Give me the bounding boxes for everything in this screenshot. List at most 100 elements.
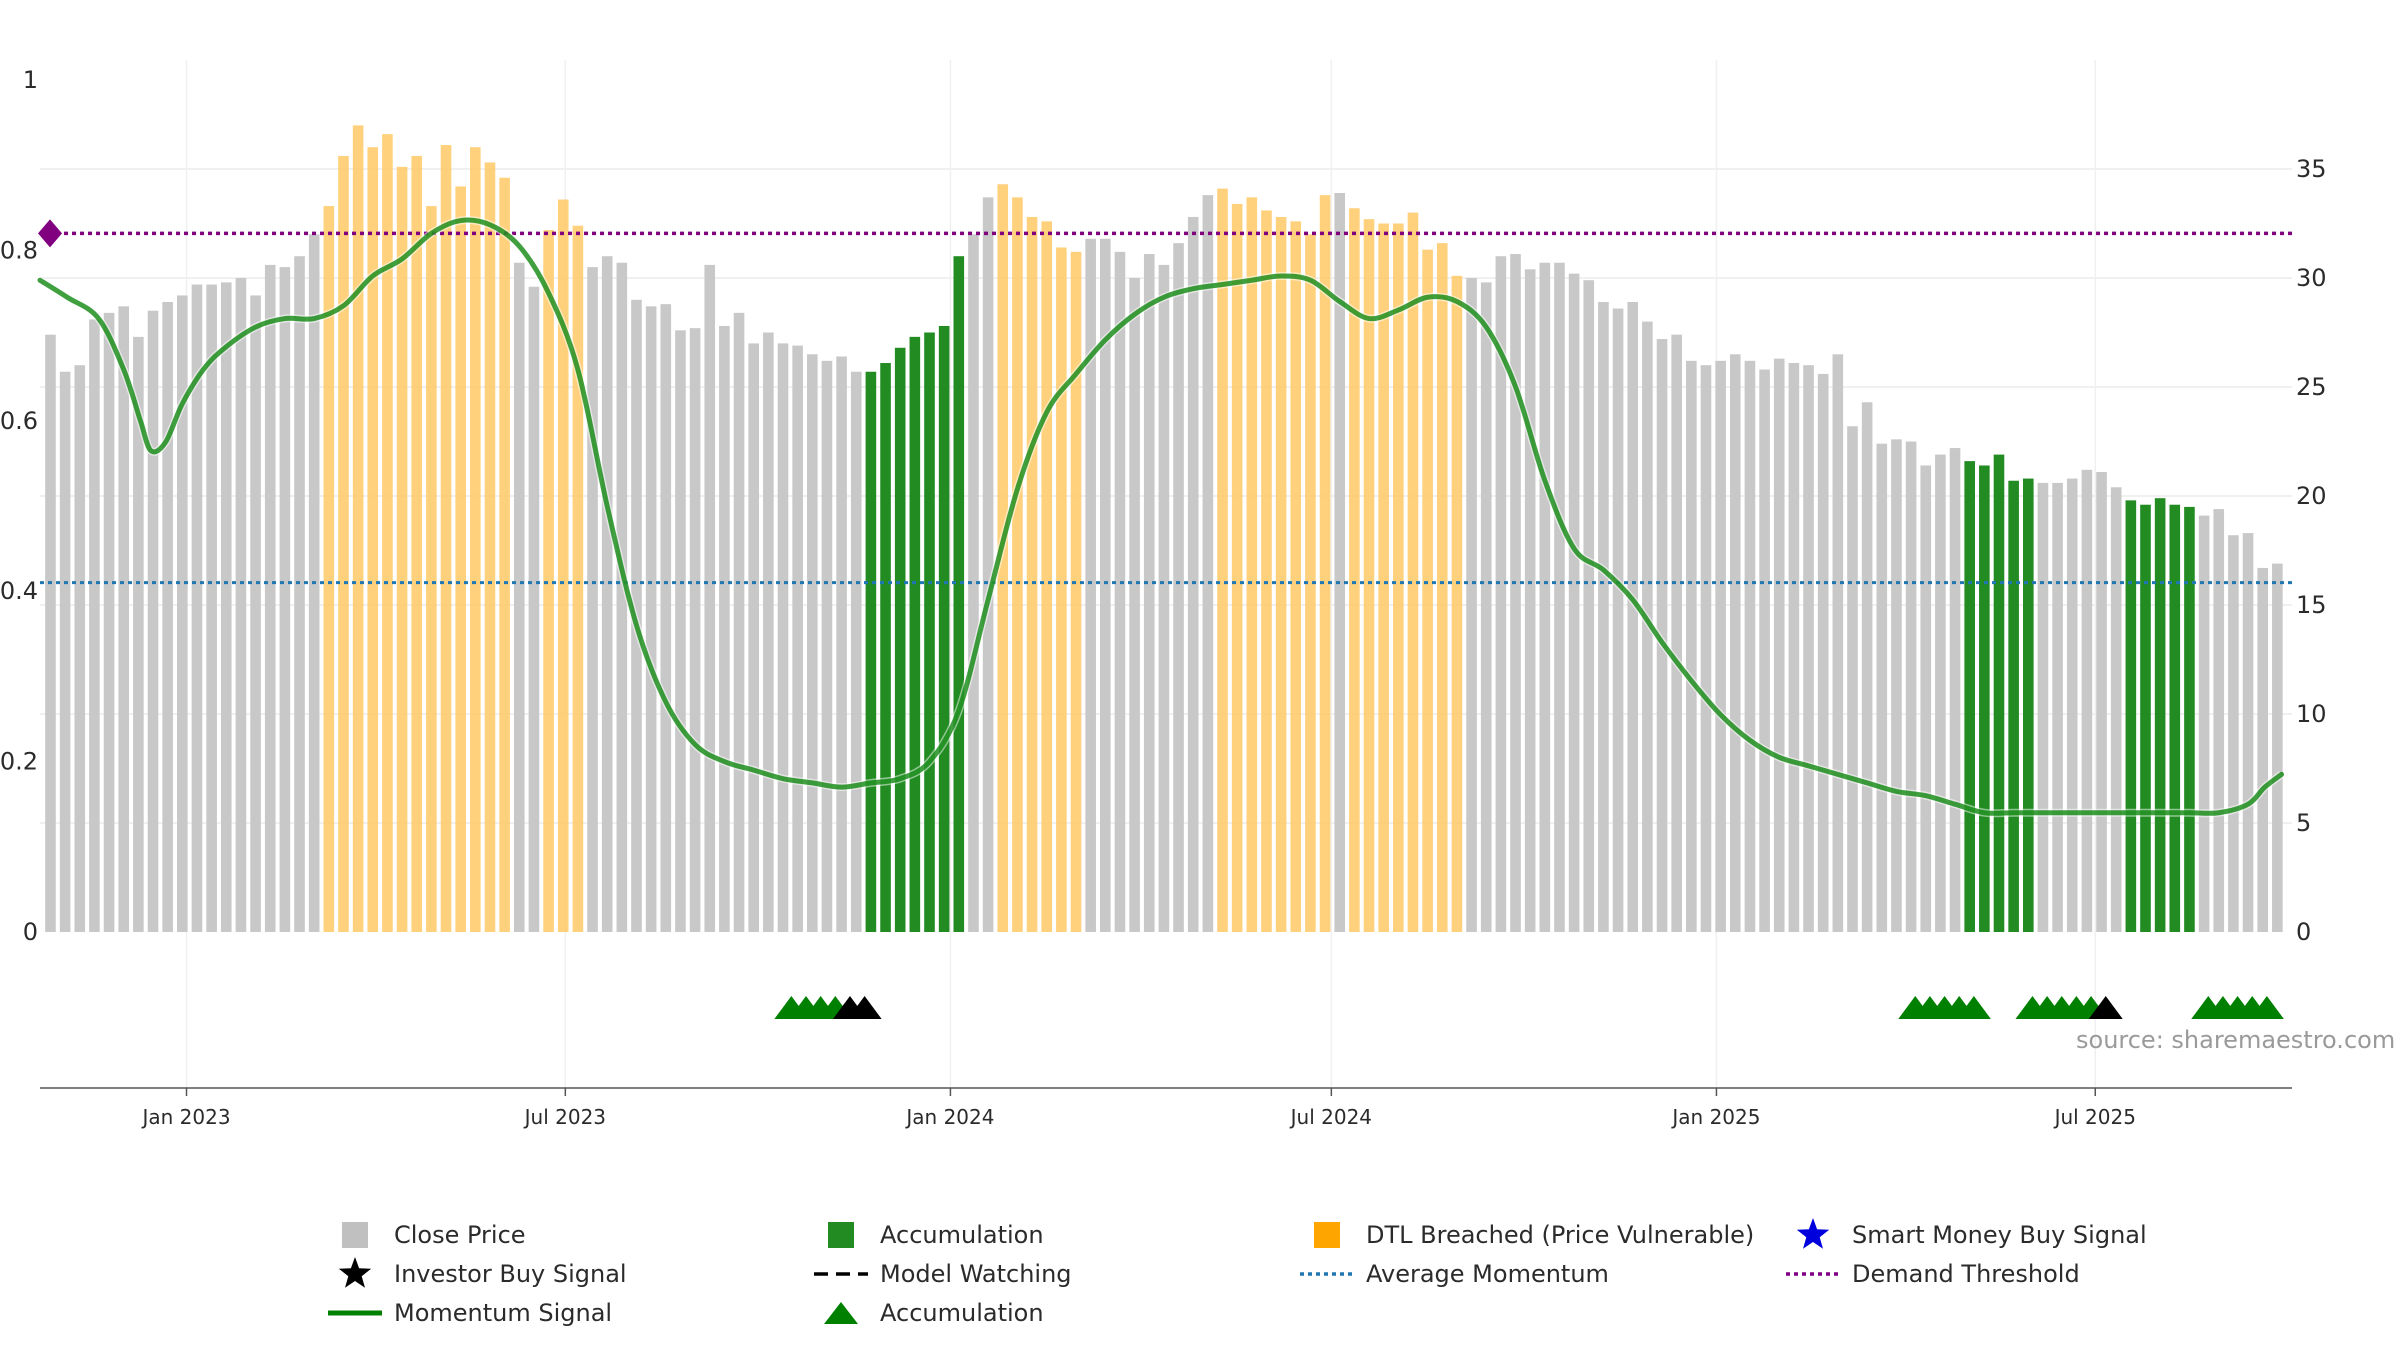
price-bar-close — [133, 336, 144, 932]
price-bar-close — [1539, 262, 1551, 932]
price-bar-dtl — [1261, 210, 1272, 933]
price-bar-close — [1891, 439, 1902, 932]
price-bar-dtl — [1436, 243, 1448, 932]
price-bar-close — [821, 360, 833, 933]
price-bar-close — [1129, 278, 1140, 932]
x-tick-label: Jul 2023 — [523, 1105, 606, 1129]
price-bar-close — [1935, 454, 1946, 932]
price-bar-close — [162, 301, 173, 933]
price-bar-close — [1847, 426, 1858, 932]
x-tick-label: Jul 2025 — [2053, 1105, 2136, 1129]
price-bar-close — [587, 267, 598, 933]
price-bar-close — [279, 267, 291, 933]
price-bar-dtl — [470, 147, 481, 932]
demand-threshold-diamond-marker — [38, 219, 62, 248]
price-bar-close — [1510, 254, 1521, 932]
price-bar-close — [528, 286, 540, 933]
price-bar-close — [1187, 216, 1199, 932]
price-bar-acc — [2008, 480, 2019, 932]
price-bar-dtl — [396, 166, 408, 932]
price-bar-acc — [1964, 461, 1975, 932]
right-y-tick-label: 0 — [2296, 918, 2311, 946]
price-bar-close — [1759, 369, 1770, 932]
price-bar-dtl — [1056, 247, 1067, 933]
price-bar-dtl — [338, 155, 349, 933]
price-bar-close — [45, 334, 56, 932]
price-bar-close — [660, 304, 672, 932]
price-bar-acc — [865, 371, 877, 932]
price-bar-close — [733, 312, 745, 932]
price-bar-dtl — [367, 147, 379, 932]
price-bar-close — [1729, 354, 1741, 932]
left-y-tick-label: 0.6 — [0, 407, 38, 435]
price-bar-dtl — [484, 162, 496, 932]
momentum-signal — [37, 216, 2285, 818]
momentum-signal-line — [37, 217, 2285, 816]
price-bar-close — [763, 332, 774, 932]
price-bar-dtl — [1290, 221, 1302, 932]
price-bar-acc — [2125, 500, 2137, 932]
left-y-tick-label: 1 — [23, 66, 38, 94]
price-bar-acc — [909, 336, 921, 932]
price-bar-close — [792, 345, 803, 933]
price-bar-close — [1803, 365, 1814, 932]
price-bar-close — [806, 354, 818, 932]
price-bar-close — [1334, 192, 1346, 933]
price-bar-acc — [2140, 504, 2151, 932]
price-bar-close — [1905, 441, 1917, 932]
price-bar-close — [616, 262, 628, 932]
price-bar-dtl — [1275, 216, 1287, 932]
price-bar-close — [2037, 482, 2049, 932]
price-bar-close — [645, 306, 657, 933]
price-bar-dtl — [411, 155, 423, 933]
right-y-tick-label: 5 — [2296, 809, 2311, 837]
price-bar-close — [1715, 360, 1726, 933]
price-bar-dtl — [323, 206, 335, 932]
price-bar-dtl — [440, 145, 452, 932]
price-bar-close — [220, 282, 232, 932]
price-bar-close — [1773, 358, 1785, 932]
price-bar-close — [1114, 251, 1126, 933]
price-bar-close — [118, 306, 130, 933]
price-bar-dtl — [1231, 203, 1243, 932]
price-bar-dtl — [1246, 197, 1258, 933]
price-bars — [45, 125, 2283, 933]
right-y-tick-label: 25 — [2296, 373, 2327, 401]
accumulation-triangle-marker — [2249, 996, 2284, 1019]
price-bar-close — [675, 330, 686, 932]
price-bar-close — [689, 328, 701, 932]
price-bar-close — [1920, 465, 1932, 932]
price-bar-acc — [938, 325, 950, 933]
x-tick-label: Jan 2025 — [1670, 1105, 1760, 1129]
source-note: source: sharemaestro.com — [2076, 1026, 2396, 1054]
price-bar-dtl — [1407, 212, 1419, 933]
price-bar-dtl — [543, 230, 554, 933]
price-bar-acc — [894, 347, 906, 932]
price-bar-close — [2198, 515, 2210, 932]
price-bar-acc — [953, 256, 965, 932]
left-y-tick-label: 0 — [23, 918, 38, 946]
price-bar-close — [1524, 269, 1536, 932]
price-bar-close — [1568, 273, 1580, 932]
price-bar-acc — [1979, 465, 1990, 932]
right-y-tick-label: 10 — [2296, 700, 2327, 728]
price-bar-close — [1202, 195, 1214, 932]
left-y-tick-label: 0.4 — [0, 577, 38, 605]
price-bar-dtl — [352, 125, 364, 932]
price-bar-close — [264, 264, 276, 932]
price-bar-close — [294, 256, 305, 932]
price-bar-close — [2242, 533, 2254, 932]
price-bar-close — [1480, 282, 1492, 932]
price-bar-close — [850, 371, 862, 932]
price-bar-dtl — [1041, 221, 1053, 932]
right-y-tick-label: 35 — [2296, 155, 2327, 183]
price-bar-close — [968, 234, 979, 932]
price-bar-dtl — [1393, 223, 1404, 932]
price-bar-close — [177, 295, 188, 932]
left-y-tick-label: 0.2 — [0, 748, 38, 776]
left-y-tick-label: 0.8 — [0, 236, 38, 264]
price-bar-close — [704, 264, 716, 932]
price-bar-close — [2081, 469, 2093, 932]
x-tick-label: Jan 2024 — [904, 1105, 994, 1129]
price-bar-close — [2272, 563, 2283, 932]
